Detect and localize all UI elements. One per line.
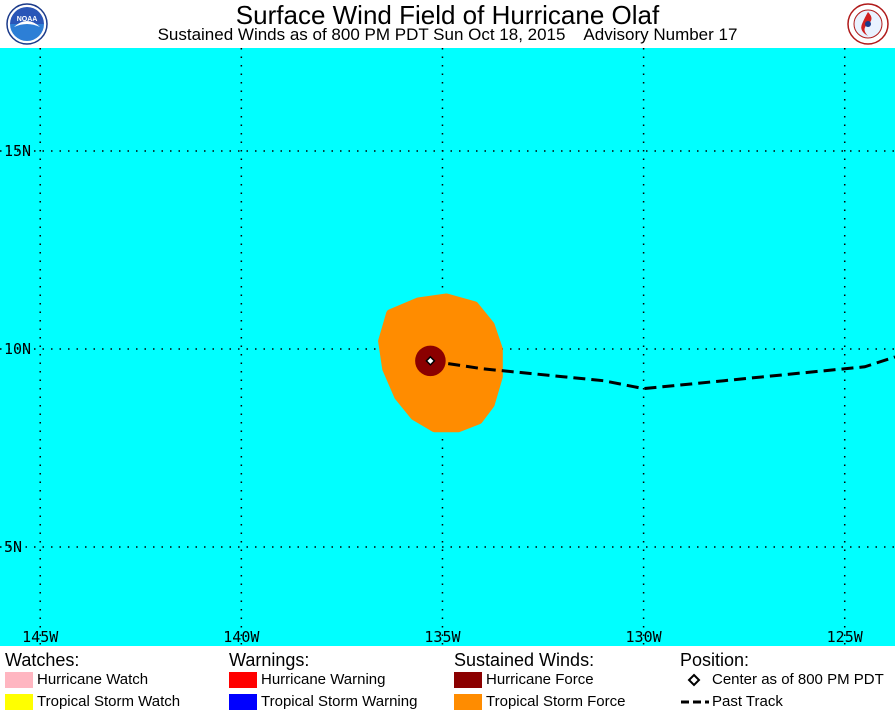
dashed-track-icon: [681, 700, 709, 704]
legend: Watches: Hurricane Watch Tropical Storm …: [0, 646, 895, 716]
center-diamond-icon: [687, 673, 701, 687]
svg-text:NOAA: NOAA: [17, 16, 38, 23]
legend-sustained-winds-heading: Sustained Winds:: [454, 650, 595, 670]
legend-item-label: Hurricane Watch: [37, 671, 149, 688]
tropical-storm-warning-swatch: [229, 694, 257, 710]
tropical-storm-force-swatch: [454, 694, 482, 710]
hurricane-force-swatch: [454, 672, 482, 688]
legend-warnings-heading: Warnings:: [229, 650, 310, 670]
longitude-label: 125W: [827, 628, 864, 646]
legend-item-label: Past Track: [712, 693, 783, 710]
legend-item-label: Hurricane Force: [486, 671, 594, 688]
wind-field-map: 15N 10N 5N 145W 140W 135W 130W 125W: [0, 48, 895, 646]
legend-item-label: Tropical Storm Warning: [261, 693, 418, 710]
legend-item-label: Tropical Storm Watch: [37, 693, 181, 710]
longitude-label: 135W: [424, 628, 461, 646]
latitude-label: 10N: [4, 340, 31, 358]
noaa-logo: NOAA: [6, 3, 48, 45]
past-track-line: [430, 355, 895, 391]
latitude-label: 15N: [4, 142, 31, 160]
longitude-label: 140W: [223, 628, 260, 646]
longitude-label: 145W: [22, 628, 59, 646]
grid-labels: 15N 10N 5N 145W 140W 135W 130W 125W: [4, 142, 864, 646]
legend-item-label: Hurricane Warning: [261, 671, 386, 688]
page-subtitle: Sustained Winds as of 800 PM PDT Sun Oct…: [157, 25, 738, 44]
page-title: Surface Wind Field of Hurricane Olaf: [235, 0, 660, 30]
hurricane-watch-swatch: [5, 672, 33, 688]
legend-item-label: Center as of 800 PM PDT: [712, 671, 884, 688]
hurricane-warning-swatch: [229, 672, 257, 688]
tropical-storm-watch-swatch: [5, 694, 33, 710]
longitude-label: 130W: [626, 628, 663, 646]
legend-position-heading: Position:: [680, 650, 750, 670]
latitude-label: 5N: [4, 538, 22, 556]
header: NOAA Surface Wind Field of Hurricane Ola…: [0, 0, 895, 48]
nws-logo: [847, 3, 889, 45]
legend-item-label: Tropical Storm Force: [486, 693, 626, 710]
legend-watches-heading: Watches:: [5, 650, 80, 670]
storm-center-marker: [425, 355, 436, 366]
